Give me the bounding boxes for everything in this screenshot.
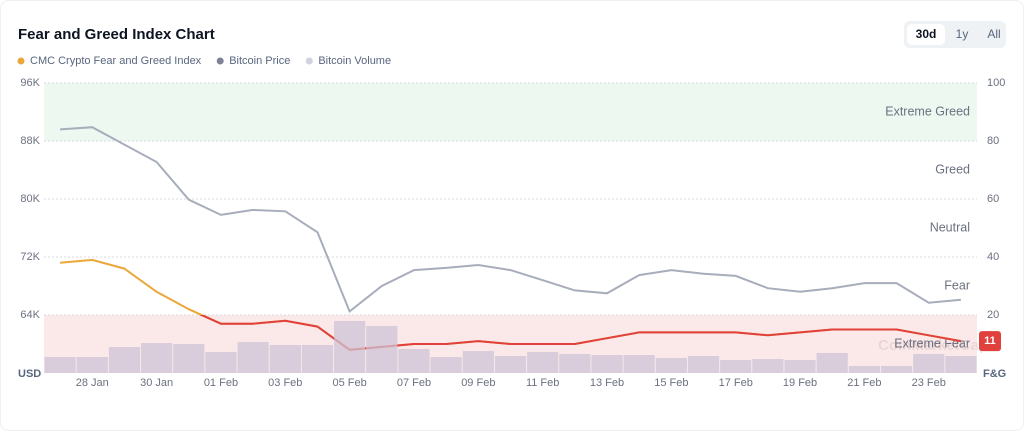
legend-dot xyxy=(17,57,25,65)
legend-label: Bitcoin Price xyxy=(229,55,290,67)
zone-label: Fear xyxy=(944,278,970,292)
x-tick-label: 11 Feb xyxy=(526,377,559,389)
x-tick-label: 07 Feb xyxy=(397,377,431,389)
volume-bar xyxy=(301,345,334,373)
x-tick-label: 17 Feb xyxy=(719,377,753,389)
x-tick-label: 19 Feb xyxy=(783,377,817,389)
x-tick-label: 21 Feb xyxy=(847,377,881,389)
volume-bar xyxy=(848,366,880,373)
legend-label: CMC Crypto Fear and Greed Index xyxy=(30,55,202,67)
zone-band xyxy=(44,83,977,141)
volume-bar xyxy=(269,345,301,373)
x-tick-label: 28 Jan xyxy=(76,377,109,389)
y2-tick-label: 80 xyxy=(987,135,999,147)
y-tick-label: 64K xyxy=(20,309,40,321)
volume-bar xyxy=(623,355,655,373)
volume-bar xyxy=(334,321,366,373)
x-tick-label: 01 Feb xyxy=(204,377,238,389)
range-button[interactable]: 1y xyxy=(956,27,969,41)
series-line xyxy=(60,126,961,314)
volume-bar xyxy=(173,344,205,373)
volume-bar xyxy=(559,354,591,373)
volume-bar xyxy=(398,349,430,373)
x-tick-label: 23 Feb xyxy=(912,377,946,389)
y2-tick-label: 20 xyxy=(987,309,999,321)
y2-tick-label: 40 xyxy=(987,251,999,263)
volume-bar xyxy=(752,359,784,373)
volume-bar xyxy=(527,352,559,373)
watermark: CoinMarketCap xyxy=(878,337,988,354)
volume-bar xyxy=(108,347,141,373)
volume-bar xyxy=(237,342,269,373)
y2-tick-label: 60 xyxy=(987,193,999,205)
legend-dot xyxy=(305,57,313,65)
volume-bar xyxy=(76,357,108,373)
volume-bar xyxy=(816,353,848,373)
y2-axis-unit: F&G xyxy=(983,368,1006,380)
volume-bar xyxy=(366,326,398,373)
y-tick-label: 88K xyxy=(20,135,40,147)
x-tick-label: 05 Feb xyxy=(333,377,367,389)
range-button[interactable]: All xyxy=(987,27,1000,41)
x-tick-label: 09 Feb xyxy=(461,377,495,389)
x-tick-label: 15 Feb xyxy=(654,377,688,389)
y-axis-unit: USD xyxy=(18,368,41,380)
volume-bar xyxy=(687,356,720,373)
volume-bar xyxy=(945,356,977,373)
y-tick-label: 72K xyxy=(20,251,40,263)
y-tick-label: 96K xyxy=(20,77,40,89)
volume-bar xyxy=(430,357,462,373)
volume-bar xyxy=(205,352,237,373)
zone-label: Extreme Greed xyxy=(885,104,970,118)
value-badge-label: 11 xyxy=(984,335,996,347)
volume-bar xyxy=(655,358,687,373)
chart-title: Fear and Greed Index Chart xyxy=(18,26,215,43)
y-tick-label: 80K xyxy=(20,193,40,205)
volume-bar xyxy=(141,343,173,373)
y2-tick-label: 100 xyxy=(987,77,1005,89)
volume-bar xyxy=(462,351,494,373)
volume-bar xyxy=(784,360,816,373)
x-tick-label: 30 Jan xyxy=(140,377,173,389)
zone-label: Neutral xyxy=(930,220,970,234)
volume-bar xyxy=(913,354,945,373)
legend-dot xyxy=(216,57,224,65)
volume-bar xyxy=(591,355,623,373)
volume-bar xyxy=(44,357,76,373)
volume-bar xyxy=(720,360,752,373)
value-badge xyxy=(979,331,1001,352)
series-line-zone xyxy=(199,315,962,351)
range-button-bg xyxy=(907,24,945,45)
zone-label: Greed xyxy=(935,162,970,176)
legend-label: Bitcoin Volume xyxy=(318,55,391,67)
volume-bar xyxy=(880,366,913,373)
x-tick-label: 03 Feb xyxy=(268,377,302,389)
x-tick-label: 13 Feb xyxy=(590,377,624,389)
range-button[interactable]: 30d xyxy=(916,27,937,41)
volume-bar xyxy=(494,356,527,373)
